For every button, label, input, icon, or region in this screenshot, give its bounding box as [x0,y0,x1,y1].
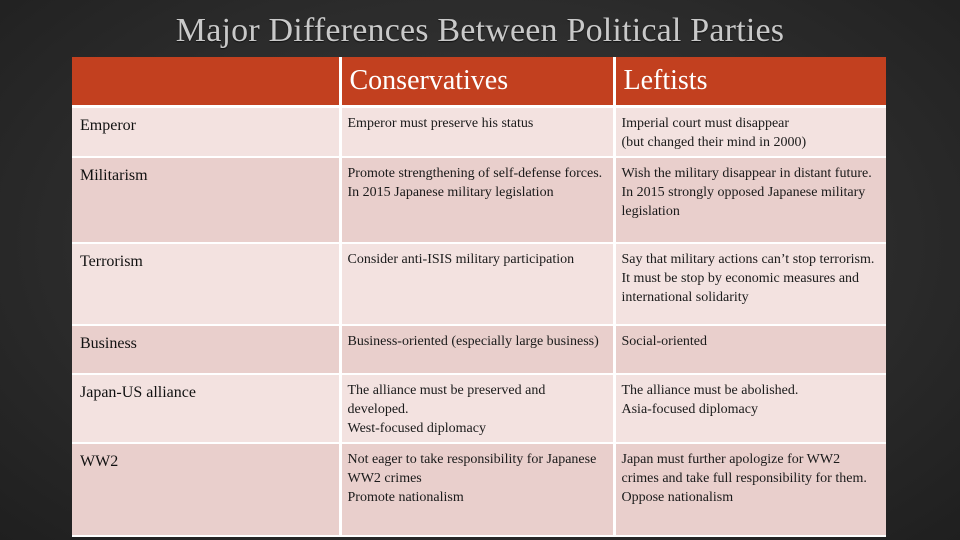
leftists-cell: Japan must further apologize for WW2 cri… [612,443,886,537]
slide-title: Major Differences Between Political Part… [175,12,785,49]
conservatives-line: Promote nationalism [347,490,464,505]
leftists-line: Say that military actions can’t stop ter… [621,252,875,305]
conservatives-line: The alliance must be preserved and devel… [347,383,546,417]
leftists-cell: Imperial court must disappear (but change… [612,106,886,158]
leftists-line: Social-oriented [621,334,708,349]
header-conservatives: Conservatives [338,57,614,108]
row-label: Emperor [72,106,340,158]
conservatives-cell: Emperor must preserve his status [338,106,614,158]
conservatives-cell: The alliance must be preserved and devel… [338,374,614,444]
leftists-line: (but changed their mind in 2000) [621,135,807,150]
header-leftists: Leftists [612,57,886,108]
row-label: WW2 [72,443,340,537]
comparison-table: Conservatives Leftists Emperor Emperor mu… [72,57,886,537]
table-row: Emperor Emperor must preserve his status I… [72,106,886,158]
leftists-line: Wish the military disappear in distant f… [621,166,872,219]
leftists-line: Asia-focused diplomacy [621,402,758,417]
conservatives-line: Business-oriented (especially large busi… [347,334,599,349]
leftists-cell: Wish the military disappear in distant f… [612,157,886,244]
leftists-cell: Say that military actions can’t stop ter… [612,243,886,326]
table-row: WW2 Not eager to take responsibility for … [72,443,886,537]
leftists-line: Imperial court must disappear [621,116,790,131]
leftists-cell: The alliance must be abolished. Asia-focu… [612,374,886,444]
conservatives-line: West-focused diplomacy [347,421,486,436]
leftists-line: Japan must further apologize for WW2 cri… [621,452,867,486]
conservatives-line: Emperor must preserve his status [347,116,534,131]
row-label: Terrorism [72,243,340,326]
table-row: Terrorism Consider anti-ISIS military par… [72,243,886,326]
table-row: Japan-US alliance The alliance must be pr… [72,374,886,444]
header-row: Conservatives Leftists [72,57,886,108]
conservatives-cell: Not eager to take responsibility for Jap… [338,443,614,537]
leftists-line: Oppose nationalism [621,490,734,505]
row-label: Japan-US alliance [72,374,340,444]
conservatives-line: Promote strengthening of self-defense fo… [347,166,603,200]
leftists-line: The alliance must be abolished. [621,383,799,398]
table-body: Emperor Emperor must preserve his status I… [72,106,886,537]
table-row: Business Business-oriented (especially la… [72,325,886,375]
conservatives-line: Not eager to take responsibility for Jap… [347,452,597,486]
row-label: Militarism [72,157,340,244]
conservatives-cell: Promote strengthening of self-defense fo… [338,157,614,244]
conservatives-cell: Business-oriented (especially large busi… [338,325,614,375]
row-label: Business [72,325,340,375]
header-blank-cell [72,57,340,108]
conservatives-line: Consider anti-ISIS military participatio… [347,252,575,267]
table-row: Militarism Promote strengthening of self-… [72,157,886,244]
conservatives-cell: Consider anti-ISIS military participatio… [338,243,614,326]
leftists-cell: Social-oriented [612,325,886,375]
